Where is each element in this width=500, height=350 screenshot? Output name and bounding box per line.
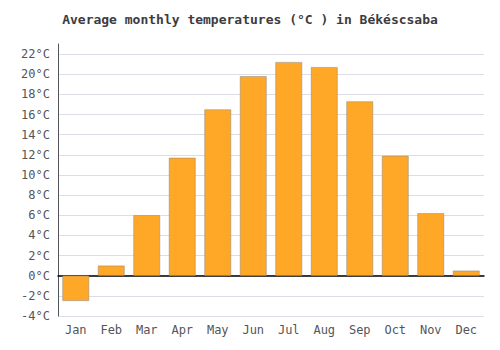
svg-text:Feb: Feb (100, 323, 122, 337)
svg-text:Sep: Sep (349, 323, 371, 337)
svg-text:6°C: 6°C (28, 208, 50, 222)
svg-text:Apr: Apr (171, 323, 193, 337)
svg-text:4°C: 4°C (28, 228, 50, 242)
svg-text:Jul: Jul (278, 323, 300, 337)
svg-text:Average monthly temperatures (: Average monthly temperatures (°C ) in Bé… (62, 12, 438, 27)
svg-text:16°C: 16°C (21, 108, 50, 122)
svg-text:10°C: 10°C (21, 168, 50, 182)
svg-text:Dec: Dec (455, 323, 477, 337)
svg-text:8°C: 8°C (28, 188, 50, 202)
svg-text:Oct: Oct (384, 323, 406, 337)
svg-text:14°C: 14°C (21, 128, 50, 142)
svg-text:0°C: 0°C (28, 269, 50, 283)
svg-text:Mar: Mar (136, 323, 158, 337)
svg-text:12°C: 12°C (21, 148, 50, 162)
svg-text:Nov: Nov (420, 323, 442, 337)
svg-text:22°C: 22°C (21, 47, 50, 61)
svg-text:Aug: Aug (313, 323, 335, 337)
svg-text:18°C: 18°C (21, 87, 50, 101)
svg-text:2°C: 2°C (28, 249, 50, 263)
svg-text:-4°C: -4°C (21, 309, 50, 323)
svg-text:Jan: Jan (65, 323, 87, 337)
svg-text:May: May (207, 323, 229, 337)
svg-text:-2°C: -2°C (21, 289, 50, 303)
svg-text:Jun: Jun (242, 323, 264, 337)
svg-text:20°C: 20°C (21, 67, 50, 81)
